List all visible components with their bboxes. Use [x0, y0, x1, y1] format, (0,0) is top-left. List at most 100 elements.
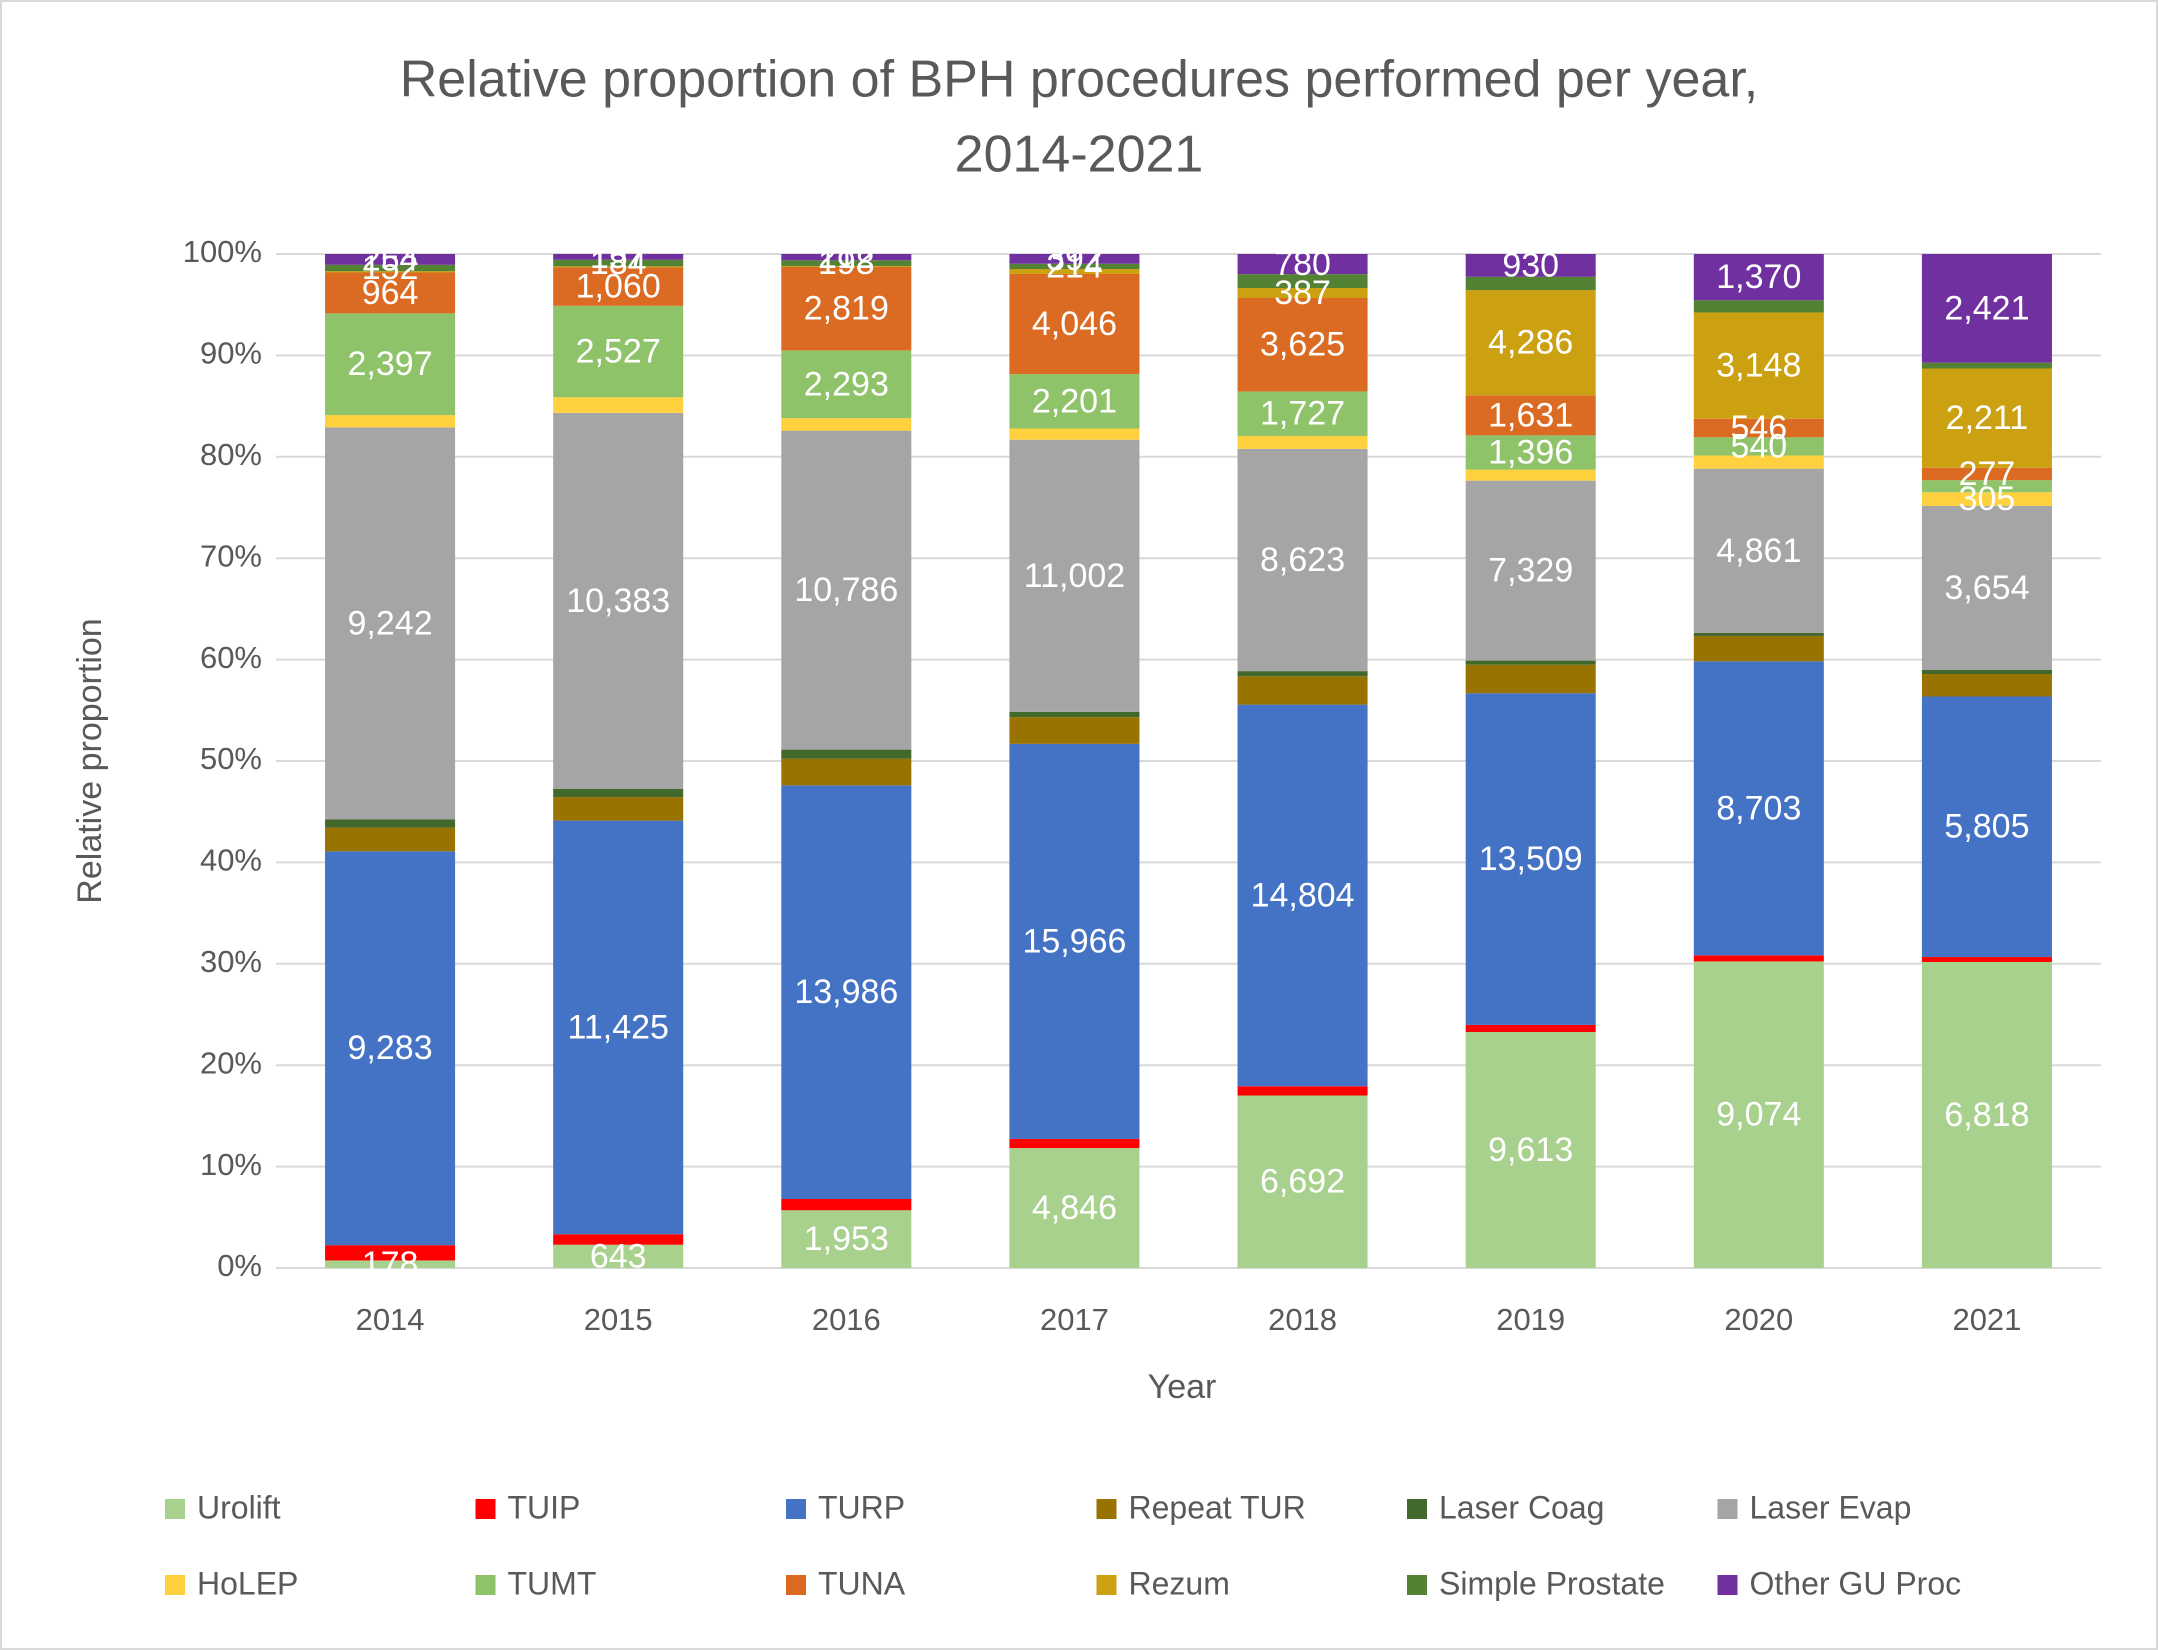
bar-segment [1237, 254, 1368, 275]
data-label: 212 [818, 238, 875, 276]
x-tick-label: 2016 [812, 1302, 881, 1337]
legend-swatch [1407, 1499, 1427, 1519]
bar-segment [553, 266, 684, 268]
data-label: 1,953 [804, 1220, 889, 1258]
bar-segment [553, 305, 684, 398]
bar-segment [1465, 1032, 1596, 1268]
data-label: 305 [1959, 480, 2016, 518]
bar-segment [1009, 263, 1140, 269]
bar-segment [553, 797, 684, 821]
legend: Urolift TUIP TURP Repeat TUR Laser Coag Laser… [165, 1489, 1961, 1601]
data-label: 214 [1046, 247, 1103, 285]
x-tick-label: 2020 [1724, 1302, 1793, 1337]
bar-segment [1921, 254, 2052, 363]
y-tick-label: 100% [183, 234, 262, 269]
y-tick-label: 30% [200, 944, 262, 979]
legend-swatch [475, 1575, 496, 1595]
data-label: 780 [1274, 245, 1331, 283]
y-tick-label: 60% [200, 640, 262, 675]
bar-segment [553, 259, 684, 267]
bar-segment [1465, 480, 1596, 661]
bar-segment [781, 749, 912, 759]
bar-segment [325, 1245, 456, 1261]
bar-segment [1237, 274, 1368, 289]
bar-segment [1693, 632, 1824, 636]
bar-segment [1921, 467, 2052, 481]
data-label: 387 [1274, 274, 1331, 312]
bar-segment [553, 1234, 684, 1245]
x-tick-label: 2019 [1496, 1302, 1565, 1337]
bar-segment [1693, 468, 1824, 633]
legend-label: TURP [818, 1489, 905, 1525]
legend-label: Urolift [197, 1489, 281, 1525]
data-label: 198 [818, 244, 875, 282]
x-tick-label: 2015 [584, 1302, 653, 1337]
bar-segment [553, 820, 684, 1235]
bar-segment [1921, 669, 2052, 675]
x-tick-label: 2014 [356, 1302, 425, 1337]
bar-segment [1237, 391, 1368, 436]
bar-segment [1009, 743, 1140, 1139]
bar-segment [1693, 961, 1824, 1268]
data-label: 643 [590, 1237, 647, 1275]
data-label: 14,804 [1251, 876, 1355, 914]
bar-segment [553, 254, 684, 260]
bar-segment [781, 758, 912, 786]
data-label: 9,283 [348, 1029, 433, 1067]
data-label: 2,819 [804, 290, 889, 328]
bar-segment [1693, 955, 1824, 962]
bar-segment [1693, 300, 1824, 313]
bar-segment [1465, 469, 1596, 481]
bar-segment [1237, 435, 1368, 449]
bar-segment [781, 430, 912, 750]
y-tick-label: 20% [200, 1045, 262, 1080]
bar-segment [325, 264, 456, 272]
data-label: 964 [362, 274, 419, 312]
data-label: 1,631 [1488, 396, 1573, 434]
y-tick-label: 90% [200, 336, 262, 371]
legend-label: TUMT [508, 1565, 597, 1601]
bar-segment [1693, 455, 1824, 469]
bar-segment [1465, 254, 1596, 277]
x-tick-label: 2021 [1952, 1302, 2021, 1337]
y-tick-label: 80% [200, 437, 262, 472]
data-label: 6,692 [1260, 1163, 1345, 1201]
bar-segment [325, 427, 456, 820]
data-label: 178 [362, 1245, 419, 1283]
bar-segment [325, 313, 456, 416]
bar-segment [1693, 312, 1824, 419]
data-label: 11,002 [1024, 557, 1125, 595]
data-label: 1,370 [1716, 258, 1801, 296]
bar-segment [1693, 661, 1824, 956]
data-label: 1,727 [1260, 395, 1345, 433]
bar-segment [1465, 1024, 1596, 1033]
data-label: 254 [362, 240, 419, 278]
x-tick-label: 2018 [1268, 1302, 1337, 1337]
data-label: 2,201 [1032, 382, 1117, 420]
bar-segment [1009, 428, 1140, 440]
data-label: 392 [1046, 240, 1103, 278]
x-axis-title: Year [1148, 1368, 1217, 1406]
bar-segment [781, 1199, 912, 1211]
data-label: 152 [362, 249, 419, 287]
legend-label: Laser Coag [1439, 1489, 1604, 1525]
bar-segment [1237, 298, 1368, 392]
bar-segment [1009, 711, 1140, 718]
legend-label: Other GU Proc [1750, 1565, 1962, 1601]
bar-segment [1009, 268, 1140, 274]
y-tick-label: 70% [200, 538, 262, 573]
bar-segment [781, 418, 912, 431]
y-tick-label: 10% [200, 1147, 262, 1182]
bar-segment [1237, 448, 1368, 672]
bar-segment [1237, 1095, 1368, 1268]
legend-label: Rezum [1129, 1565, 1230, 1601]
data-label: 2,421 [1944, 289, 2029, 327]
legend-swatch [1717, 1575, 1738, 1595]
data-label: 6,818 [1944, 1096, 2029, 1134]
bar-segment [325, 819, 456, 828]
legend-label: HoLEP [197, 1565, 298, 1601]
data-label: 9,242 [348, 604, 433, 642]
bar-segment [1009, 717, 1140, 744]
y-axis-title: Relative proportion [71, 618, 109, 903]
